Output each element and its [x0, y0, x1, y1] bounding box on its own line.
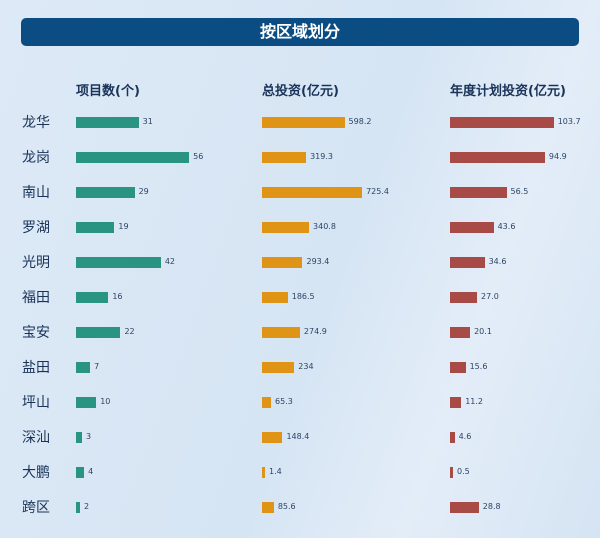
bar — [262, 397, 271, 408]
data-label: 234 — [298, 362, 314, 371]
bar — [450, 432, 455, 443]
bar — [262, 432, 283, 443]
category-label: 龙华 — [22, 115, 50, 131]
bar — [450, 187, 507, 198]
category-label: 跨区 — [22, 500, 50, 516]
data-label: 103.7 — [557, 117, 581, 126]
series-header: 年度计划投资(亿元) — [450, 84, 566, 99]
data-label: 19 — [118, 222, 129, 231]
category-label: 盐田 — [22, 360, 50, 376]
bar — [76, 152, 190, 163]
bar — [76, 117, 139, 128]
bar — [262, 222, 310, 233]
bar — [262, 467, 265, 478]
bar — [450, 467, 453, 478]
data-label: 725.4 — [366, 187, 389, 196]
data-label: 20.1 — [474, 327, 492, 336]
category-label: 大鹏 — [22, 465, 50, 481]
series-header: 项目数(个) — [76, 84, 140, 99]
bar — [262, 187, 363, 198]
data-label: 15.6 — [469, 362, 488, 371]
data-label: 16 — [112, 292, 123, 301]
category-label: 福田 — [22, 290, 50, 306]
bar — [450, 152, 545, 163]
bar — [76, 467, 85, 478]
data-label: 293.4 — [306, 257, 330, 266]
data-label: 340.8 — [313, 222, 336, 231]
bar — [262, 292, 288, 303]
data-label: 11.2 — [465, 397, 483, 406]
data-label: 29 — [138, 187, 149, 196]
bar — [262, 117, 345, 128]
series-header: 总投资(亿元) — [262, 84, 339, 99]
data-label: 148.4 — [286, 432, 310, 441]
data-label: 85.6 — [277, 502, 296, 511]
data-label: 274.9 — [303, 327, 327, 336]
data-label: 186.5 — [291, 292, 315, 301]
bar — [450, 327, 471, 338]
category-label: 坪山 — [22, 395, 50, 411]
bar — [450, 117, 554, 128]
category-label: 宝安 — [22, 325, 50, 341]
bar — [76, 502, 81, 513]
data-label: 28.8 — [482, 502, 501, 511]
bar — [76, 292, 109, 303]
category-label: 南山 — [22, 185, 50, 201]
bar — [450, 502, 479, 513]
bar — [76, 397, 97, 408]
data-label: 22 — [124, 327, 135, 336]
bar — [262, 257, 303, 268]
bar — [262, 502, 274, 513]
data-label: 319.3 — [310, 152, 333, 161]
data-label: 43.6 — [497, 222, 516, 231]
data-label: 3 — [86, 432, 92, 441]
bar — [450, 222, 494, 233]
data-label: 1.4 — [269, 467, 282, 476]
data-label: 4 — [88, 467, 94, 476]
data-label: 34.6 — [488, 257, 507, 266]
data-label: 31 — [142, 117, 153, 126]
bar — [450, 362, 466, 373]
data-label: 94.9 — [548, 152, 567, 161]
bar — [450, 397, 462, 408]
data-label: 7 — [94, 362, 100, 371]
category-label: 龙岗 — [22, 150, 50, 166]
category-label: 深汕 — [22, 430, 50, 446]
bar — [76, 187, 135, 198]
data-label: 42 — [164, 257, 176, 266]
bar — [76, 222, 115, 233]
data-label: 65.3 — [275, 397, 293, 406]
bar — [76, 327, 121, 338]
data-label: 4.6 — [458, 432, 472, 441]
bar — [262, 152, 307, 163]
category-label: 光明 — [22, 255, 50, 271]
data-label: 2 — [84, 502, 90, 511]
title-banner: 按区域划分 — [21, 18, 579, 46]
bar — [76, 432, 83, 443]
bar — [76, 362, 91, 373]
bar — [450, 292, 477, 303]
data-label: 0.5 — [457, 467, 470, 476]
category-label: 罗湖 — [22, 220, 50, 236]
data-label: 27.0 — [481, 292, 499, 301]
bar — [262, 327, 300, 338]
bar — [450, 257, 485, 268]
data-label: 598.2 — [348, 117, 372, 126]
data-label: 56.5 — [510, 187, 529, 196]
data-label: 10 — [100, 397, 111, 406]
bar — [262, 362, 295, 373]
data-label: 56 — [193, 152, 204, 161]
bar — [76, 257, 161, 268]
